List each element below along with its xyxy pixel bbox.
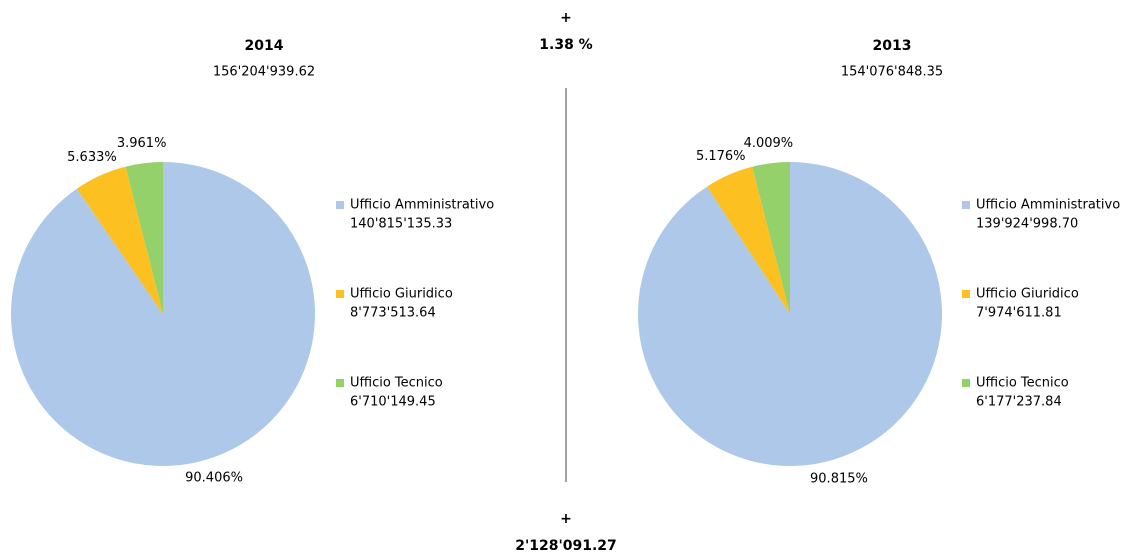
data-label: 3.961% [117,136,167,151]
sign: + [560,511,572,527]
chart-subtitle: 156'204'939.62 [213,65,315,80]
legend-value: 6'177'237.84 [976,395,1062,410]
legend-label: Ufficio Amministrativo [976,198,1120,213]
data-label: 90.406% [185,471,243,486]
chart-title: 2014 [245,38,284,54]
legend-label: Ufficio Amministrativo [350,198,494,213]
chart-subtitle: 154'076'848.35 [841,65,943,80]
legend-swatch [336,290,344,298]
pie-slice [752,162,790,314]
legend-value: 6'710'149.45 [350,395,436,410]
data-label: 5.176% [696,149,746,164]
legend-label: Ufficio Giuridico [976,287,1079,302]
legend-value: 139'924'998.70 [976,217,1078,232]
legend-swatch [962,290,970,298]
data-label: 4.009% [744,136,794,151]
legend-label: Ufficio Giuridico [350,287,453,302]
legend-swatch [336,201,344,209]
pie-slice [707,166,790,314]
pie-slice [76,166,163,314]
data-label: 90.815% [810,471,868,486]
sign: + [560,10,572,26]
absolute-change: 2'128'091.27 [515,538,617,554]
legend-value: 8'773'513.64 [350,306,436,321]
legend-swatch [962,201,970,209]
pie-slice [125,162,163,314]
legend-label: Ufficio Tecnico [350,376,443,391]
legend-swatch [962,379,970,387]
chart-title: 2013 [873,38,912,54]
legend-swatch [336,379,344,387]
data-label: 5.633% [67,150,117,165]
percent-change: 1.38 % [539,37,592,53]
legend-label: Ufficio Tecnico [976,376,1069,391]
legend-value: 140'815'135.33 [350,217,452,232]
legend-value: 7'974'611.81 [976,306,1062,321]
